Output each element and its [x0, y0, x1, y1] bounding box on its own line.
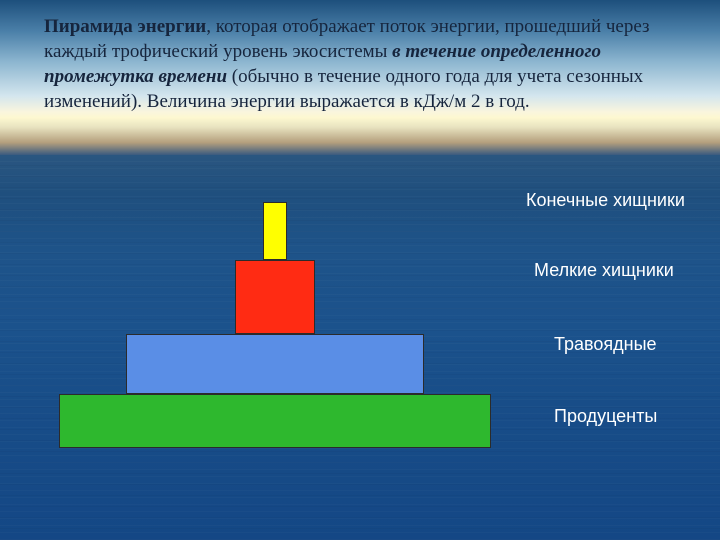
- pyramid-level-apex: [263, 202, 287, 260]
- pyramid-level-herbivores: [126, 334, 424, 394]
- label-producers: Продуценты: [554, 406, 657, 427]
- description-paragraph: Пирамида энергии, которая отображает пот…: [44, 14, 684, 114]
- pyramid-level-producers: [59, 394, 491, 448]
- label-herbivores: Травоядные: [554, 334, 657, 355]
- energy-pyramid: Конечные хищники Мелкие хищники Травоядн…: [0, 180, 720, 510]
- label-apex: Конечные хищники: [526, 190, 685, 211]
- slide-content: Пирамида энергии, которая отображает пот…: [0, 0, 720, 540]
- title-text: Пирамида энергии: [44, 16, 206, 37]
- pyramid-level-small-predators: [235, 260, 315, 334]
- label-small-predators: Мелкие хищники: [534, 260, 674, 281]
